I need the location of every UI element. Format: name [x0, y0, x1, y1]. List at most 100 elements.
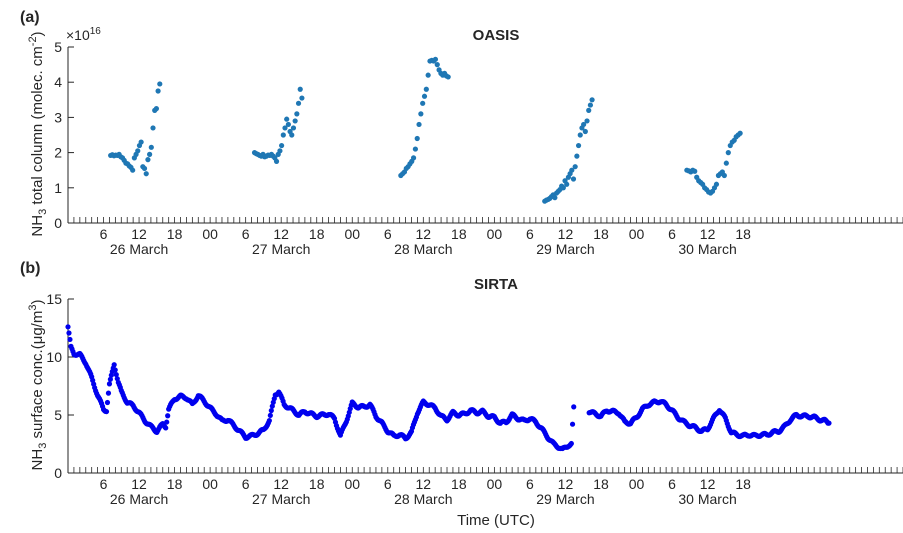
a-data-point [418, 111, 424, 117]
a-data-point [421, 93, 428, 99]
a-data-point [432, 56, 439, 62]
a-data-point [420, 100, 426, 106]
ya-sub: 3 [37, 209, 49, 215]
b-data-point [164, 419, 170, 425]
a-data-point [279, 142, 285, 149]
b-date-label: 28 March [394, 491, 452, 507]
a-data-point [145, 157, 151, 163]
b-y-tick-label: 0 [54, 465, 62, 481]
a-data-point [410, 155, 417, 161]
a-data-point [713, 181, 720, 187]
b-x-tick-label: 12 [131, 476, 147, 492]
panel-a-y-axis-label: NH3 total column (molec. cm-2) [27, 31, 49, 236]
b-x-tick-label: 18 [593, 476, 609, 492]
a-data-point [284, 116, 290, 122]
panel-b-points [65, 324, 832, 452]
a-x-tick-label: 6 [384, 226, 392, 242]
b-data-point [165, 413, 171, 419]
ya-sup: -2 [27, 36, 39, 46]
a-data-point [574, 153, 580, 159]
a-y-tick-label: 3 [54, 109, 62, 125]
a-data-point [143, 171, 149, 177]
a-data-point [564, 181, 570, 187]
b-data-point [113, 371, 119, 378]
b-x-tick-label: 6 [526, 476, 534, 492]
b-y-tick-label: 15 [46, 291, 62, 307]
a-data-point [138, 139, 144, 145]
a-data-point [141, 165, 148, 172]
a-data-point [416, 121, 422, 128]
yb-base: NH [29, 449, 46, 471]
b-x-tick-label: 00 [487, 476, 503, 492]
a-data-point [434, 62, 440, 68]
b-data-point [107, 376, 114, 382]
b-data-point [267, 412, 273, 419]
a-x-tick-label: 6 [526, 226, 534, 242]
a-x-tick-label: 18 [167, 226, 183, 242]
a-data-point [290, 125, 297, 131]
b-data-point [65, 324, 71, 330]
ya-mid: total column (molec. cm [29, 46, 46, 209]
a-data-point [147, 151, 153, 157]
b-data-point [826, 420, 832, 426]
b-data-point [112, 367, 118, 373]
a-x-tick-label: 6 [100, 226, 108, 242]
a-x-tick-label: 00 [344, 226, 360, 242]
ya-end: ) [29, 31, 46, 36]
b-data-point [268, 407, 274, 414]
b-x-tick-label: 18 [735, 476, 751, 492]
a-x-tick-label: 00 [629, 226, 645, 242]
b-data-point [111, 362, 117, 368]
b-data-point [568, 440, 574, 447]
panel-b-title: SIRTA [474, 276, 518, 293]
a-data-point [725, 150, 731, 156]
yb-sup: 3 [27, 305, 39, 311]
a-x-tick-label: 12 [131, 226, 147, 242]
a-data-point [721, 172, 727, 179]
b-x-tick-label: 00 [344, 476, 360, 492]
a-data-point [282, 125, 288, 131]
a-data-point [575, 142, 582, 149]
a-x-tick-label: 6 [242, 226, 250, 242]
panel-b-label: (b) [20, 260, 40, 277]
a-date-label: 28 March [394, 241, 452, 257]
b-data-point [67, 336, 73, 343]
a-data-point [155, 88, 161, 94]
panel-a-title: OASIS [473, 27, 520, 44]
yb-end: ) [29, 300, 46, 305]
a-data-point [552, 195, 558, 201]
a-data-point [737, 130, 743, 136]
a-data-point [445, 74, 451, 80]
b-y-tick-label: 5 [54, 407, 62, 423]
b-y-tick-label: 10 [46, 349, 62, 365]
a-x-tick-label: 18 [593, 226, 609, 242]
a-x-tick-label: 12 [558, 226, 574, 242]
a-data-point [584, 118, 590, 124]
panel-b-x-axis-label: Time (UTC) [457, 512, 535, 528]
b-data-point [163, 425, 169, 431]
a-data-point [570, 176, 577, 182]
panel-a-label: (a) [20, 9, 40, 26]
a-x-tick-label: 12 [273, 226, 289, 242]
a-data-point [295, 100, 302, 106]
a-data-point [412, 146, 418, 152]
b-data-point [266, 418, 272, 424]
multiplier-base: ×10 [66, 27, 90, 43]
a-data-point [294, 111, 300, 117]
a-data-point [150, 125, 156, 131]
a-data-point [289, 132, 295, 138]
a-data-point [586, 107, 592, 113]
a-x-tick-label: 12 [700, 226, 716, 242]
a-data-point [299, 95, 305, 101]
a-data-point [587, 102, 594, 108]
b-x-tick-label: 6 [242, 476, 250, 492]
a-x-tick-label: 12 [416, 226, 432, 242]
b-x-tick-label: 6 [100, 476, 108, 492]
b-data-point [103, 408, 110, 415]
a-data-point [572, 164, 578, 170]
a-data-point [560, 185, 566, 191]
a-data-point [423, 86, 429, 92]
b-x-tick-label: 18 [451, 476, 467, 492]
